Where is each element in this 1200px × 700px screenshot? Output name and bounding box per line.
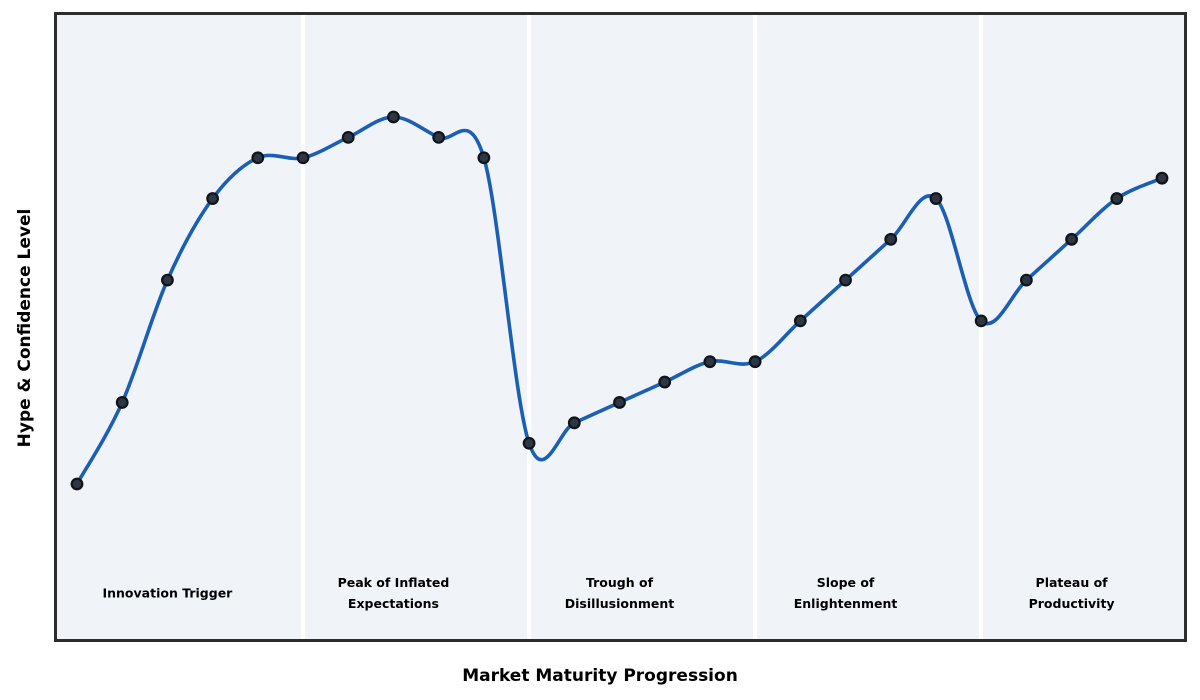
data-point-marker xyxy=(70,477,84,491)
phase-divider-line xyxy=(753,15,758,639)
data-point-marker xyxy=(929,192,943,205)
data-point-marker xyxy=(296,151,310,165)
data-point-marker xyxy=(1065,232,1078,246)
data-point-marker xyxy=(387,110,400,124)
y-axis-label: Hype & Confidence Level xyxy=(15,208,35,448)
data-point-marker xyxy=(793,314,807,328)
data-point-marker xyxy=(748,355,762,369)
phase-divider-line xyxy=(301,15,306,639)
data-point-marker xyxy=(974,314,988,328)
data-point-marker xyxy=(206,192,220,205)
data-point-marker xyxy=(613,396,626,409)
data-point-marker xyxy=(522,436,536,450)
hype-curve-line xyxy=(75,115,1164,486)
phase-label-trough-of-disillusionment: Trough of Disillusionment xyxy=(564,575,675,611)
data-point-marker xyxy=(884,232,898,246)
data-point-marker xyxy=(251,151,265,165)
x-axis-label: Market Maturity Progression xyxy=(462,666,738,686)
data-point-marker xyxy=(1110,192,1124,205)
data-point-marker xyxy=(341,130,355,144)
data-point-marker xyxy=(839,273,852,287)
data-point-marker xyxy=(703,355,717,369)
phase-label-innovation-trigger: Innovation Trigger xyxy=(102,585,233,601)
data-point-marker xyxy=(567,416,581,430)
phase-label-peak-of-inflated-expectations: Peak of Inflated Expectations xyxy=(337,575,450,611)
data-point-marker xyxy=(115,396,129,409)
data-point-marker xyxy=(658,375,672,389)
data-point-marker xyxy=(432,130,446,144)
data-point-marker xyxy=(1155,171,1169,185)
data-point-marker xyxy=(161,273,174,287)
phase-divider-line xyxy=(527,15,532,639)
hype-curve-svg xyxy=(70,15,1169,639)
data-point-marker xyxy=(477,151,491,165)
data-point-marker xyxy=(1019,273,1033,287)
phase-label-plateau-of-productivity: Plateau of Productivity xyxy=(1028,575,1115,611)
plot-area: Innovation Trigger Peak of Inflated Expe… xyxy=(54,12,1187,642)
phase-label-slope-of-enlightenment: Slope of Enlightenment xyxy=(793,575,898,611)
